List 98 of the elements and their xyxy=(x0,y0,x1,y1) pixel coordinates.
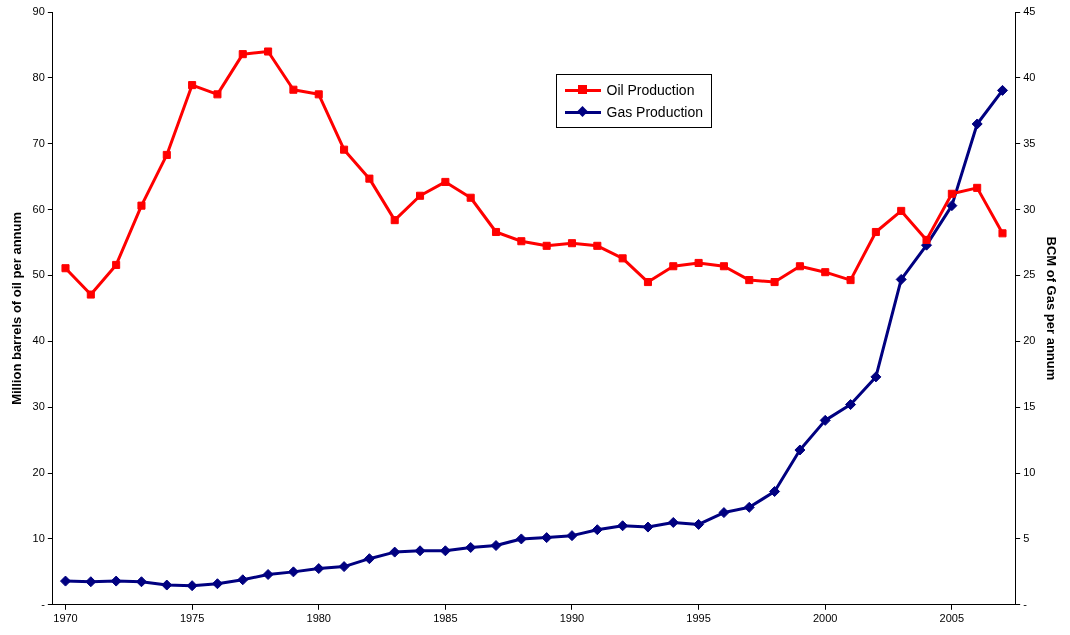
point xyxy=(313,563,325,575)
point xyxy=(491,227,501,237)
point xyxy=(947,189,956,198)
point xyxy=(542,241,551,250)
point xyxy=(262,569,274,580)
point xyxy=(871,227,880,237)
point xyxy=(188,81,197,90)
point xyxy=(745,276,754,285)
legend-label: Oil Production xyxy=(606,82,695,98)
y2-tick-label: 30 xyxy=(1023,202,1036,215)
point xyxy=(821,268,830,277)
y-tick-label: 30 xyxy=(32,400,45,413)
point xyxy=(973,183,982,192)
point xyxy=(517,237,526,246)
point xyxy=(719,262,728,271)
point xyxy=(743,501,755,513)
y2-tick-label: 35 xyxy=(1023,136,1036,149)
point xyxy=(137,201,146,210)
y-tick-label: 70 xyxy=(32,136,45,149)
point xyxy=(162,150,171,159)
point xyxy=(770,278,779,287)
y-tick-label: 10 xyxy=(32,531,45,544)
x-tick-label: 2005 xyxy=(939,612,965,625)
point xyxy=(819,414,831,426)
point xyxy=(314,90,323,99)
y2-tick-label: 40 xyxy=(1023,70,1036,83)
point xyxy=(593,241,602,250)
point xyxy=(466,193,475,202)
point xyxy=(946,200,958,212)
point xyxy=(694,258,703,267)
point xyxy=(846,276,855,285)
point xyxy=(213,90,222,99)
y2-tick-label: 20 xyxy=(1023,334,1036,347)
point xyxy=(642,521,654,533)
y-tick-label: 90 xyxy=(32,5,45,18)
point xyxy=(338,561,350,573)
point xyxy=(870,371,882,383)
point xyxy=(591,524,603,536)
point xyxy=(515,533,527,545)
point xyxy=(414,545,426,557)
x-tick-label: 1985 xyxy=(433,612,458,625)
point xyxy=(390,216,399,225)
point xyxy=(490,540,502,552)
point xyxy=(237,574,249,586)
point xyxy=(340,145,349,154)
x-tick-label: 1975 xyxy=(179,612,205,625)
point xyxy=(363,553,375,565)
x-tick-label: 1990 xyxy=(559,612,585,625)
point xyxy=(61,264,70,273)
point xyxy=(441,177,450,186)
point xyxy=(971,118,983,130)
point xyxy=(365,174,374,183)
point xyxy=(465,542,477,553)
point xyxy=(769,486,781,498)
point xyxy=(643,278,652,287)
point xyxy=(794,444,806,456)
y2-tick-label: 15 xyxy=(1023,400,1036,413)
point xyxy=(264,47,273,56)
point xyxy=(718,507,730,519)
point xyxy=(997,84,1008,96)
point xyxy=(667,516,679,528)
point xyxy=(289,85,298,94)
point xyxy=(541,532,553,544)
y2-tick-label: 10 xyxy=(1023,466,1036,479)
y2-tick-label: 5 xyxy=(1023,531,1030,544)
legend-label: Gas Production xyxy=(606,104,703,120)
y2-tick-label: 25 xyxy=(1023,268,1036,281)
y-axis-title: Million barrels of oil per annum xyxy=(9,211,25,405)
y2-axis-title: BCM of Gas per annum xyxy=(1043,236,1059,381)
point xyxy=(795,262,804,271)
point xyxy=(186,580,198,592)
point xyxy=(693,518,705,530)
x-tick-label: 1970 xyxy=(53,612,78,625)
point xyxy=(567,239,577,248)
point xyxy=(669,262,678,271)
point xyxy=(112,260,121,269)
y2-tick-label: 45 xyxy=(1023,5,1036,18)
y-tick-label: 50 xyxy=(32,268,45,281)
point xyxy=(60,575,71,587)
y-tick-label: - xyxy=(41,597,46,610)
point xyxy=(998,229,1007,238)
y-tick-label: 40 xyxy=(32,334,45,347)
x-tick-label: 2000 xyxy=(812,612,838,625)
y-tick-label: 60 xyxy=(32,202,45,215)
point xyxy=(922,235,931,244)
point xyxy=(238,50,247,59)
y2-tick-label: - xyxy=(1023,597,1028,610)
point xyxy=(86,290,95,299)
point xyxy=(416,191,425,200)
y-tick-label: 80 xyxy=(32,70,45,83)
point xyxy=(897,206,906,215)
point xyxy=(566,530,578,542)
x-tick-label: 1980 xyxy=(306,612,331,625)
point xyxy=(845,399,857,411)
point xyxy=(618,254,627,263)
y-tick-label: 20 xyxy=(32,466,45,479)
x-tick-label: 1995 xyxy=(686,612,711,625)
point xyxy=(895,273,907,285)
